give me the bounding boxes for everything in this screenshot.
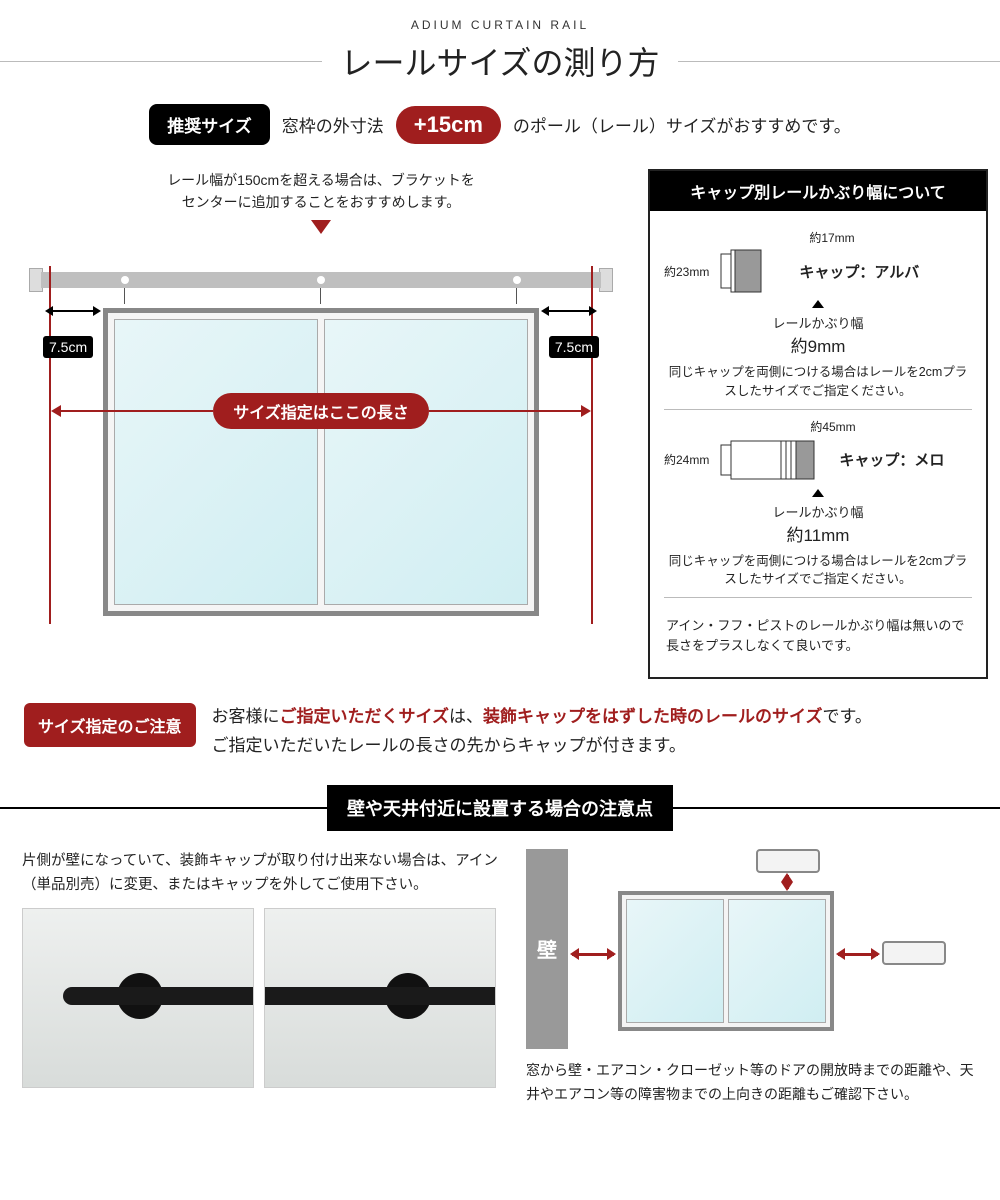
clearance-arrow-left [572, 953, 614, 956]
cap-side-dim: 約23mm [664, 263, 709, 280]
page-title: レールサイズの測り方 [322, 38, 677, 84]
size-measure-bar: サイズ指定はここの長さ [53, 394, 589, 428]
cap-top-dim: 約45mm [694, 418, 972, 435]
window-diagram: 7.5cm 7.5cm サイズ指定はここの長さ [41, 238, 601, 638]
sc-line2: ご指定いただいたレールの長さの先からキャップが付きます。 [212, 736, 686, 755]
clearance-arrow-right [838, 953, 878, 956]
margin-span-right [547, 310, 591, 312]
measure-edge-left [49, 266, 51, 624]
recommend-row: 推奨サイズ 窓枠の外寸法 +15cm のポール（レール）サイズがおすすめです。 [0, 94, 1000, 169]
triangle-up-icon [812, 489, 824, 497]
divider [678, 61, 1000, 62]
rail-photo-2 [264, 908, 496, 1088]
wall-header: 壁や天井付近に設置する場合の注意点 [327, 785, 673, 831]
aircon-side-icon [882, 941, 946, 965]
wr-window [618, 891, 834, 1031]
aircon-top-icon [756, 849, 820, 873]
margin-span-left [51, 310, 95, 312]
bracket-line [124, 288, 125, 304]
margin-label-left: 7.5cm [43, 336, 93, 358]
header-title-row: レールサイズの測り方 [0, 38, 1000, 84]
cap-name: キャップ：アルバ [799, 261, 919, 282]
sc-em1: ご指定いただくサイズ [280, 707, 450, 726]
cap-overlap: レールかぶり幅 約11mm [664, 487, 972, 546]
bracket-line [320, 288, 321, 304]
rail-rod-icon [63, 987, 254, 1005]
bracket-line [516, 288, 517, 304]
cap-top-dim: 約17mm [692, 229, 972, 246]
main-columns: レール幅が150cmを超える場合は、ブラケットを センターに追加することをおすす… [0, 169, 1000, 699]
triangle-up-icon [812, 300, 824, 308]
wall-clearance-diagram: 壁 [526, 849, 946, 1049]
bracket-dot [121, 276, 129, 284]
cap-side-dim: 約24mm [664, 451, 709, 468]
divider [0, 807, 327, 809]
cap-row: 約24mm キャップ：メロ [664, 435, 972, 485]
wall-label: 壁 [526, 849, 568, 1049]
cap-panel: キャップ別レールかぶり幅について 約17mm 約23mm キャップ：アルバ レー… [648, 169, 988, 679]
cap-footer-note: アイン・フフ・ピストのレールかぶり幅は無いので長さをプラスしなくて良いです。 [664, 606, 972, 659]
wall-right-col: 壁 窓から壁・エアコン・クローゼット等のドアの開放時までの距離や、天井やエアコン… [526, 849, 978, 1107]
cap-overlap-label: レールかぶり幅 [772, 316, 863, 331]
recommend-post: のポール（レール）サイズがおすすめです。 [513, 112, 851, 137]
sc-post1: です。 [823, 707, 872, 726]
cap-block-alba: 約17mm 約23mm キャップ：アルバ レールかぶり幅 約9mm 同じキャップ… [664, 221, 972, 409]
rail-rod-icon [264, 987, 496, 1005]
rail-photo-1 [22, 908, 254, 1088]
arrow-left-icon [53, 410, 213, 412]
window-diagram-column: レール幅が150cmを超える場合は、ブラケットを センターに追加することをおすす… [12, 169, 630, 679]
window-pane [728, 899, 826, 1023]
triangle-down-icon [311, 220, 331, 234]
bracket-dot [513, 276, 521, 284]
wall-right-note: 窓から壁・エアコン・クローゼット等のドアの開放時までの距離や、天井やエアコン等の… [526, 1059, 978, 1107]
wall-left-note: 片側が壁になっていて、装飾キャップが取り付け出来ない場合は、アイン（単品別売）に… [22, 849, 502, 898]
header-eyebrow: ADIUM CURTAIN RAIL [0, 18, 1000, 32]
bracket-note: レール幅が150cmを超える場合は、ブラケットを センターに追加することをおすす… [12, 169, 630, 214]
recommend-plus-badge: +15cm [396, 106, 501, 144]
window-frame [103, 308, 539, 616]
cap-note: 同じキャップを両側につける場合はレールを2cmプラスしたサイズでご指定ください。 [664, 363, 972, 401]
cap-block-melo: 約45mm 約24mm キャップ：メロ レールかぶり幅 [664, 409, 972, 598]
cap-row: 約23mm キャップ：アルバ [664, 246, 972, 296]
wall-header-row: 壁や天井付近に設置する場合の注意点 [0, 785, 1000, 831]
cap-panel-body: 約17mm 約23mm キャップ：アルバ レールかぶり幅 約9mm 同じキャップ… [650, 211, 986, 677]
bracket-dot [317, 276, 325, 284]
header: ADIUM CURTAIN RAIL レールサイズの測り方 [0, 0, 1000, 94]
cap-name: キャップ：メロ [839, 449, 944, 470]
cap-overlap: レールかぶり幅 約9mm [664, 298, 972, 357]
recommend-pre: 窓枠の外寸法 [282, 112, 384, 137]
recommend-badge: 推奨サイズ [149, 104, 270, 145]
cap-panel-header: キャップ別レールかぶり幅について [650, 171, 986, 211]
window-pane [626, 899, 724, 1023]
window-pane [324, 319, 528, 605]
divider [0, 61, 322, 62]
sc-pre: お客様に [212, 707, 280, 726]
photo-row [22, 908, 502, 1088]
cap-overlap-value: 約11mm [787, 526, 850, 545]
window-pane [114, 319, 318, 605]
cap-footer: アイン・フフ・ピストのレールかぶり幅は無いので長さをプラスしなくて良いです。 [664, 597, 972, 667]
size-caution-text: お客様にご指定いただくサイズは、装飾キャップをはずした時のレールのサイズです。 … [212, 703, 872, 761]
wall-columns: 片側が壁になっていて、装飾キャップが取り付け出来ない場合は、アイン（単品別売）に… [0, 849, 1000, 1127]
arrow-right-icon [429, 410, 589, 412]
bracket-note-l1: レール幅が150cmを超える場合は、ブラケットを [167, 172, 475, 188]
size-caution-badge: サイズ指定のご注意 [24, 703, 196, 747]
clearance-arrow-up [786, 875, 789, 889]
sc-em2: 装飾キャップをはずした時のレールのサイズ [483, 707, 823, 726]
wall-left-col: 片側が壁になっていて、装飾キャップが取り付け出来ない場合は、アイン（単品別売）に… [22, 849, 502, 1107]
size-label: サイズ指定はここの長さ [213, 393, 429, 429]
measure-edge-right [591, 266, 593, 624]
bracket-note-l2: センターに追加することをおすすめします。 [182, 194, 461, 210]
margin-label-right: 7.5cm [549, 336, 599, 358]
cap-overlap-label: レールかぶり幅 [772, 505, 863, 520]
rail-cap-right [599, 268, 613, 292]
cap-note: 同じキャップを両側につける場合はレールを2cmプラスしたサイズでご指定ください。 [664, 552, 972, 590]
size-caution-row: サイズ指定のご注意 お客様にご指定いただくサイズは、装飾キャップをはずした時のレ… [0, 699, 1000, 779]
cap-melo-icon [719, 435, 829, 485]
divider [673, 807, 1000, 809]
sc-mid: は、 [449, 707, 483, 726]
cap-alba-icon [719, 246, 789, 296]
cap-overlap-value: 約9mm [791, 337, 846, 356]
